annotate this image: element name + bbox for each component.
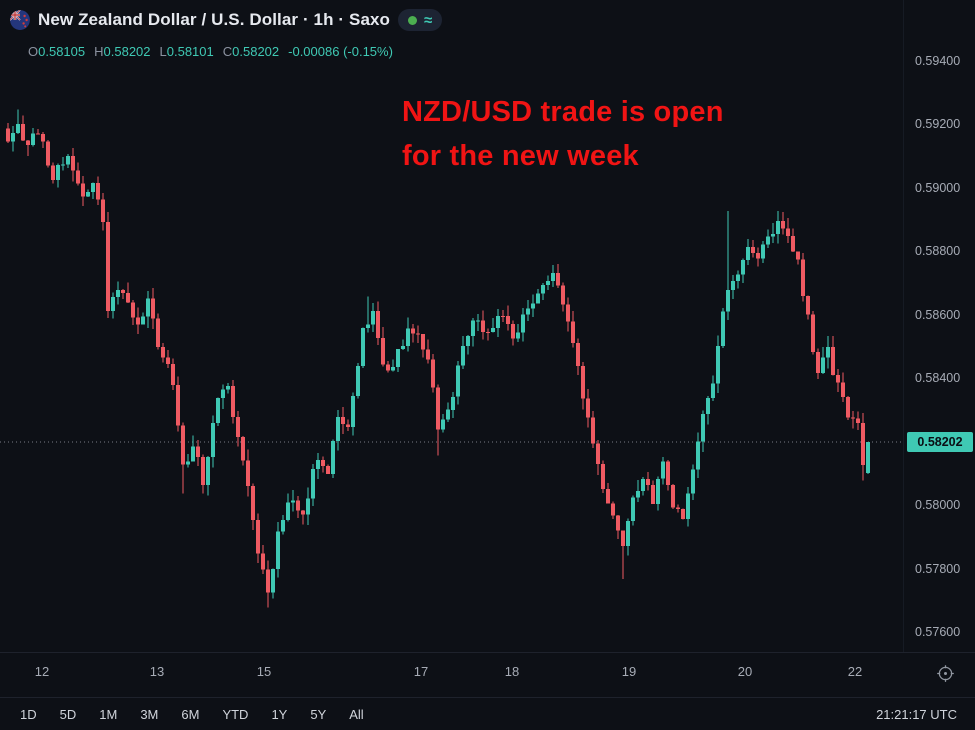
utc-clock: 21:21:17 UTC (876, 706, 957, 722)
time-label-15: 15 (256, 664, 272, 679)
low-value: 0.58101 (166, 44, 214, 59)
range-button-All[interactable]: All (339, 703, 373, 726)
high-label: H (94, 44, 104, 59)
low-label: L (159, 44, 167, 59)
symbol-title[interactable]: New Zealand Dollar / U.S. Dollar · 1h · … (38, 10, 391, 29)
wave-icon: ≈ (424, 11, 433, 29)
high-value: 0.58202 (103, 44, 151, 59)
price-tick-0.58800: 0.58800 (915, 244, 961, 259)
price-tick-0.58400: 0.58400 (915, 371, 961, 386)
price-axis[interactable]: 0.58202 0.59400 0.59200 0.59000 0.58800 0.58… (903, 0, 975, 652)
price-tick-0.58000: 0.58000 (915, 498, 961, 513)
nz-flag-icon (10, 10, 30, 30)
ohlc-row: O0.58105 H0.58202 L0.58101 C0.58202 -0.0… (28, 44, 402, 59)
time-label-18: 18 (504, 664, 520, 679)
status-pill[interactable]: ≈ (398, 9, 443, 31)
bottom-toolbar: 1D 5D 1M 3M 6M YTD 1Y 5Y All 21:21:17 UTC (0, 697, 975, 730)
time-label-13: 13 (149, 664, 165, 679)
time-label-17: 17 (413, 664, 429, 679)
range-button-5D[interactable]: 5D (50, 703, 87, 726)
open-value: 0.58105 (38, 44, 86, 59)
symbol-header: New Zealand Dollar / U.S. Dollar · 1h · … (10, 9, 443, 31)
price-tick-0.59400: 0.59400 (915, 54, 961, 68)
time-label-12: 12 (34, 664, 50, 679)
range-button-1M[interactable]: 1M (89, 703, 127, 726)
annotation-line2: for the new week (402, 140, 639, 172)
price-tick-0.59200: 0.59200 (915, 117, 961, 132)
time-label-20: 20 (737, 664, 753, 679)
change-value: -0.00086 (-0.15%) (288, 44, 393, 59)
range-button-6M[interactable]: 6M (171, 703, 209, 726)
chart-plot[interactable]: NZD/USD trade is open for the new week (0, 0, 903, 652)
time-label-22: 22 (847, 664, 863, 679)
range-button-1Y[interactable]: 1Y (261, 703, 297, 726)
candlestick-chart[interactable] (0, 0, 903, 652)
time-axis[interactable]: 12 13 15 17 18 19 20 22 (0, 652, 975, 697)
open-label: O (28, 44, 39, 59)
range-button-3M[interactable]: 3M (130, 703, 168, 726)
crosshair-target-icon[interactable] (933, 661, 957, 685)
price-tick-0.57800: 0.57800 (915, 561, 961, 576)
close-label: C (222, 44, 233, 59)
annotation-line1: NZD/USD trade is open (402, 96, 724, 128)
last-price-badge: 0.58202 (907, 432, 973, 453)
chart-annotation: NZD/USD trade is open for the new week (402, 90, 724, 178)
range-button-1D[interactable]: 1D (10, 703, 47, 726)
price-tick-0.59000: 0.59000 (915, 180, 961, 195)
price-tick-0.57600: 0.57600 (915, 624, 961, 639)
price-tick-0.58600: 0.58600 (915, 307, 961, 322)
time-label-19: 19 (621, 664, 637, 679)
close-value: 0.58202 (232, 44, 280, 59)
range-button-5Y[interactable]: 5Y (300, 703, 336, 726)
range-button-YTD[interactable]: YTD (212, 703, 258, 726)
range-buttons: 1D 5D 1M 3M 6M YTD 1Y 5Y All (10, 703, 374, 726)
status-dot-icon (408, 15, 418, 25)
